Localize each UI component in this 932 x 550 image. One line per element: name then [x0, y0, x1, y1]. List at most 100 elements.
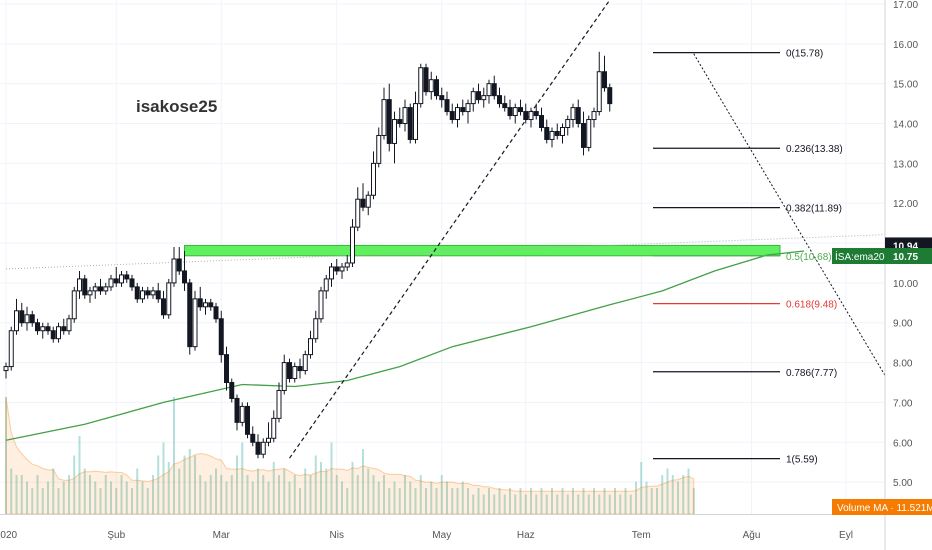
volume-bar: [692, 488, 695, 514]
volume-bar: [262, 475, 265, 514]
volume-bar: [608, 494, 611, 514]
candle-body-up: [376, 134, 382, 164]
volume-bar: [272, 462, 275, 514]
volume-bar: [99, 488, 102, 514]
candle-body-down: [234, 397, 240, 423]
candle-body-down: [218, 318, 224, 356]
volume-bar: [52, 468, 55, 514]
candle-body-up: [586, 119, 592, 148]
volume-bar: [566, 494, 569, 514]
volume-bar: [383, 475, 385, 514]
volume-bar: [503, 494, 506, 514]
volume-bar: [152, 475, 154, 514]
candle-body-down: [507, 107, 513, 117]
volume-bar: [404, 475, 406, 514]
volume-bar: [299, 488, 301, 514]
candle-body-down: [334, 266, 340, 272]
candle-body-down: [134, 286, 140, 300]
candle-body-up: [108, 278, 114, 288]
volume-bar: [425, 488, 427, 514]
candle-body-up: [66, 318, 72, 332]
volume-bar: [335, 475, 338, 514]
volume-bar: [131, 488, 133, 514]
price-tick-label: 13.00: [893, 159, 918, 170]
price-tick-label: 16.00: [893, 40, 918, 51]
candle-body-down: [250, 433, 256, 443]
volume-bar: [167, 462, 170, 514]
candle-body-down: [407, 107, 413, 140]
candle-body-up: [339, 266, 345, 272]
candle-body-up: [271, 417, 277, 439]
time-tick-label: 2020: [0, 530, 18, 541]
candle-body-down: [539, 115, 544, 129]
volume-ma-badge: [832, 499, 932, 515]
candle-body-up: [344, 262, 350, 268]
volume-bar: [309, 475, 312, 514]
candle-body-up: [355, 198, 361, 228]
volume-bar: [561, 488, 564, 514]
candle-body-down: [502, 103, 508, 109]
candle-body-up: [119, 274, 124, 284]
volume-bar: [241, 442, 244, 514]
candle-body-down: [444, 99, 450, 113]
candle-body-up: [8, 330, 14, 368]
volume-bar: [57, 488, 60, 514]
candle-body-down: [35, 322, 40, 332]
price-tick-label: 14.00: [893, 120, 918, 131]
volume-bar: [15, 475, 18, 514]
candle-body-down: [360, 198, 366, 208]
volume-bar: [278, 475, 280, 514]
candle-body-down: [50, 330, 56, 340]
candle-body-up: [549, 130, 555, 140]
volume-bar: [41, 488, 44, 514]
candle-body-up: [465, 103, 471, 113]
candle-body-down: [544, 127, 550, 140]
price-tick-label: 12.00: [893, 199, 918, 210]
volume-bar: [577, 494, 580, 514]
volume-bar: [446, 481, 448, 514]
candle-body-up: [350, 226, 355, 264]
volume-bar: [31, 488, 34, 514]
volume-bar: [435, 488, 438, 514]
volume-bar: [346, 488, 349, 514]
candle-body-down: [449, 111, 455, 121]
volume-bar: [120, 475, 123, 514]
volume-bar: [367, 468, 370, 514]
fib-level-label: 0(15.78): [786, 49, 823, 60]
volume-bar: [288, 481, 291, 514]
volume-bar: [514, 494, 517, 514]
candle-body-up: [402, 107, 408, 125]
volume-bar: [125, 481, 128, 514]
volume-bar: [173, 397, 175, 514]
volume-bar: [68, 475, 70, 514]
price-tick-label: 7.00: [893, 398, 913, 409]
candle-body-down: [476, 91, 481, 101]
candle-body-up: [166, 282, 172, 316]
volume-bar: [257, 468, 259, 514]
candle-body-down: [161, 298, 166, 316]
price-tick-label: 15.00: [893, 80, 918, 91]
candle-body-up: [140, 290, 145, 300]
volume-layer: [5, 396, 695, 515]
candle-body-up: [14, 310, 19, 332]
candle-body-down: [245, 405, 250, 435]
candle-body-up: [266, 437, 271, 443]
candle-body-down: [145, 290, 151, 296]
ema-name-label: İSA:ema200: [835, 250, 890, 263]
candle-body-down: [255, 441, 261, 455]
volume-bar: [388, 488, 391, 514]
volume-bar: [430, 481, 433, 514]
candle-body-up: [591, 111, 597, 121]
candle-body-down: [129, 278, 135, 288]
volume-bar: [535, 494, 538, 514]
volume-bar: [47, 481, 49, 514]
volume-bar: [498, 488, 501, 514]
candle-body-up: [392, 119, 397, 144]
candle-body-up: [418, 67, 424, 105]
volume-bar: [372, 475, 375, 514]
volume-bar: [293, 475, 296, 514]
volume-bar: [73, 455, 76, 514]
volume-bar: [461, 481, 464, 514]
